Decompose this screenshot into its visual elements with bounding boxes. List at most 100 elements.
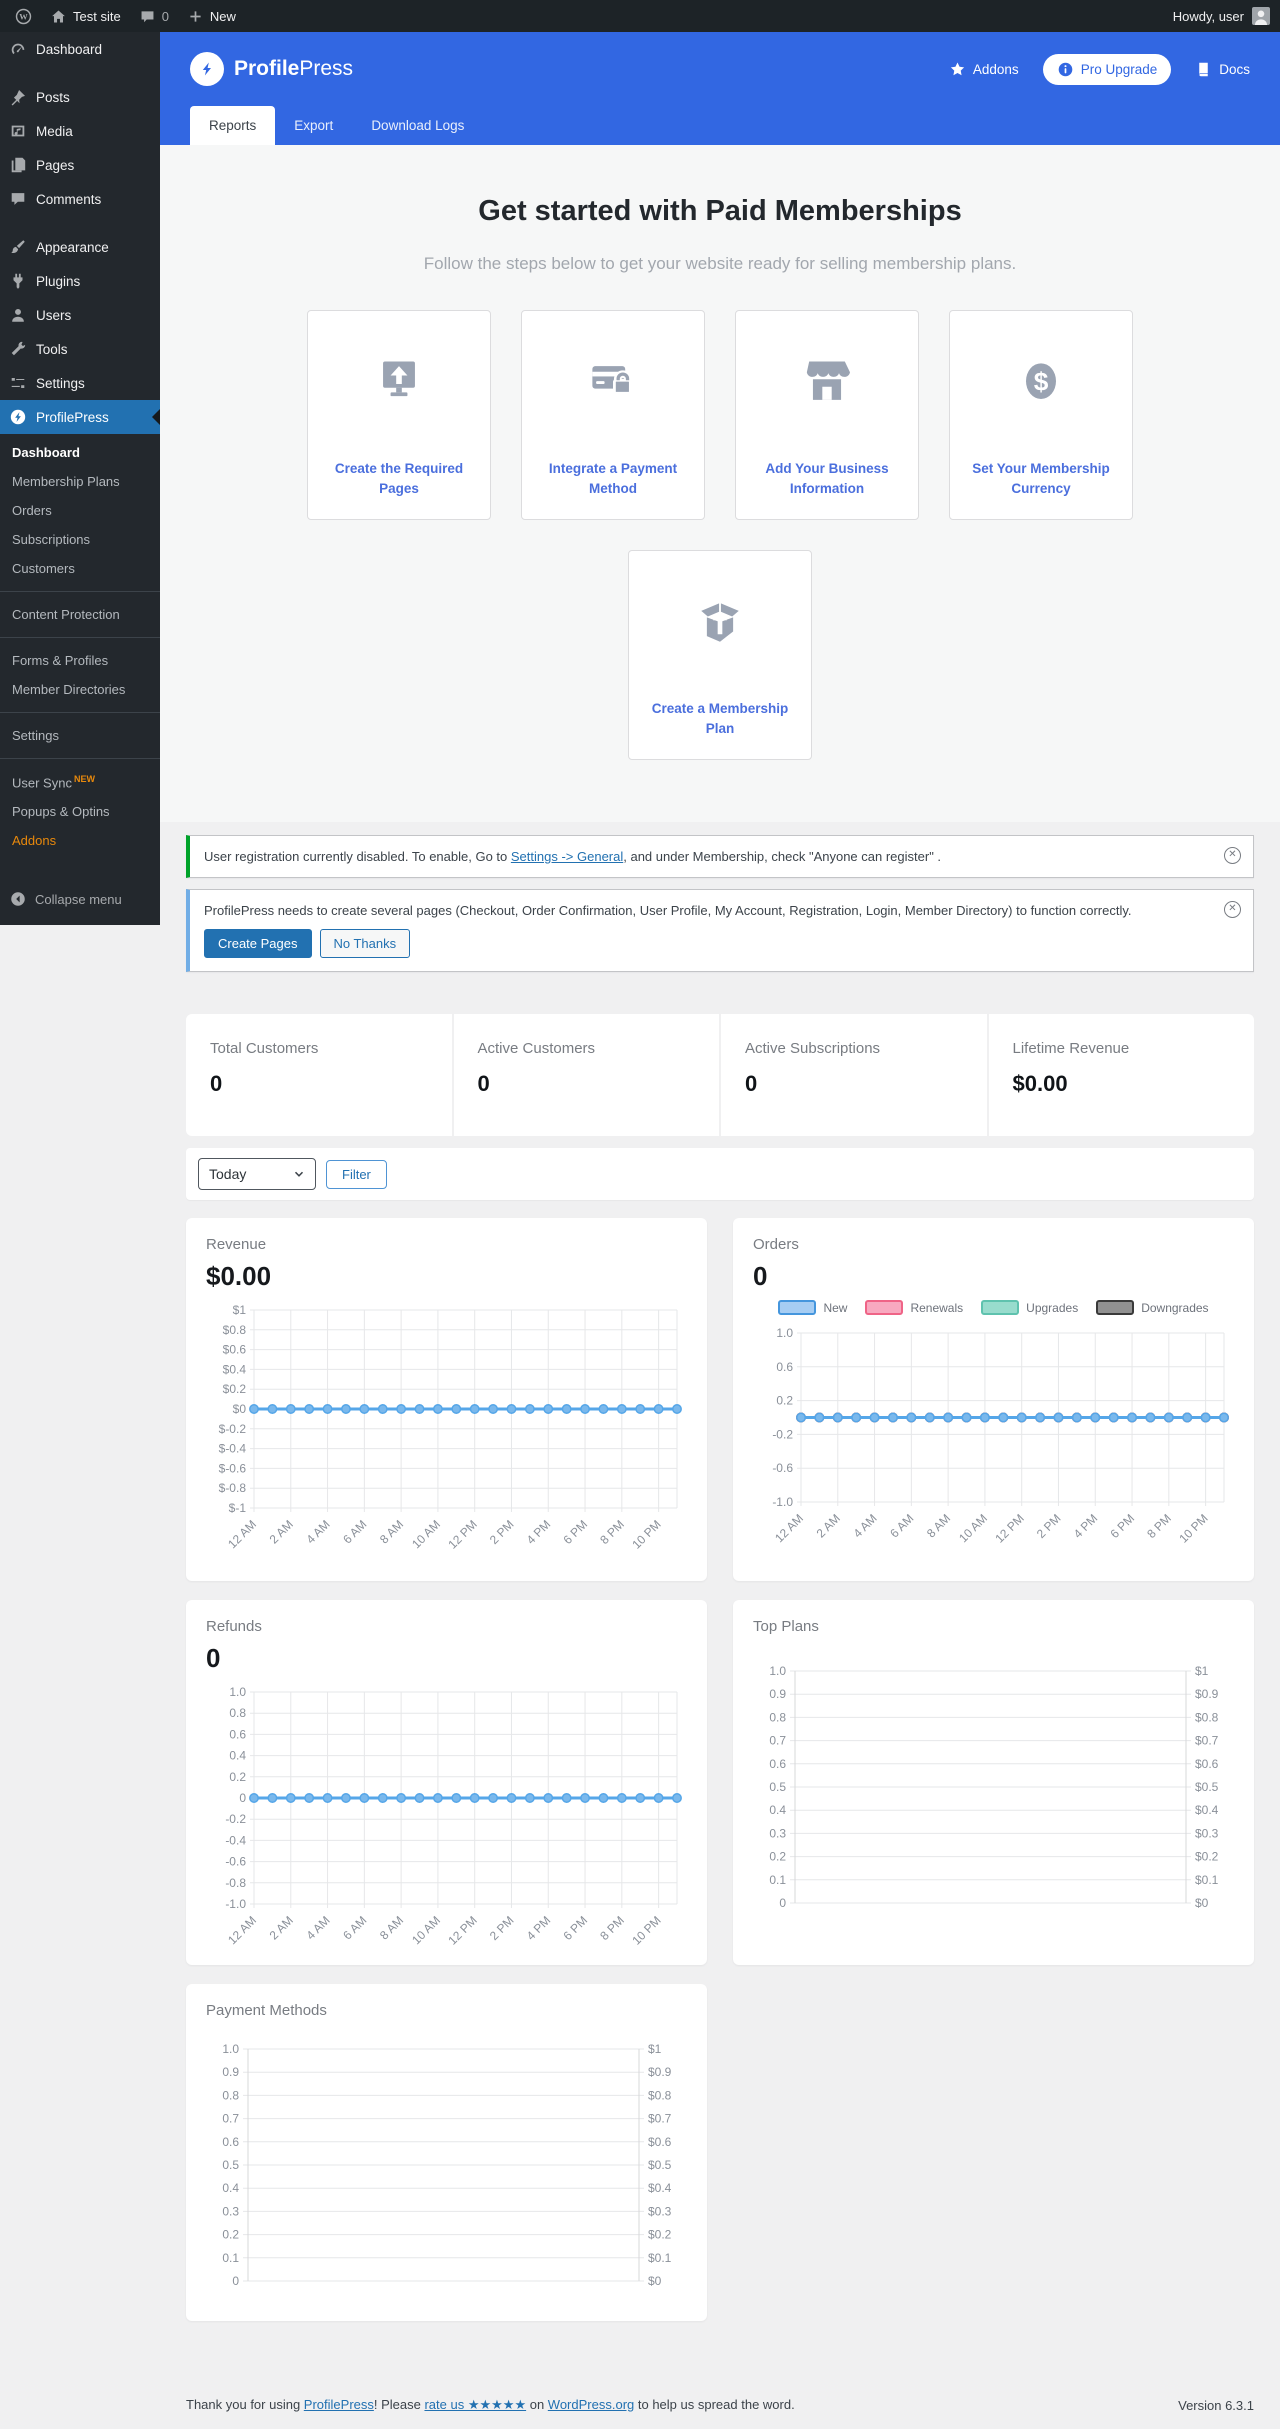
svg-text:8 PM: 8 PM <box>597 1913 627 1943</box>
collapse-menu-button[interactable]: Collapse menu <box>0 879 160 919</box>
svg-text:$0.1: $0.1 <box>1195 1873 1219 1887</box>
no-thanks-button[interactable]: No Thanks <box>319 929 411 958</box>
report-tabs: Reports Export Download Logs <box>190 106 1250 145</box>
star-icon <box>950 62 965 75</box>
home-icon <box>52 10 65 22</box>
orders-chart: 1.0 0.6 0.2 -0.2 -0.6 -1.0 12 AM 2 AM 4 AM 6 AM 8 … <box>772 1326 1229 1546</box>
open-box-icon <box>690 581 750 665</box>
svg-text:$0.4: $0.4 <box>223 1362 247 1376</box>
submenu-item-settings[interactable]: Settings <box>12 728 59 743</box>
svg-text:0.3: 0.3 <box>222 2204 239 2218</box>
svg-text:-0.2: -0.2 <box>225 1812 246 1826</box>
submenu-item-dashboard[interactable]: Dashboard <box>12 445 80 460</box>
tab-reports[interactable]: Reports <box>190 106 276 145</box>
page-subtitle: Follow the steps below to get your websi… <box>423 254 1017 273</box>
svg-text:W: W <box>19 11 28 21</box>
svg-text:4 PM: 4 PM <box>524 1913 554 1943</box>
settings-icon <box>9 374 27 392</box>
submenu-item-membership-plans[interactable]: Membership Plans <box>12 474 120 489</box>
wordpress-logo-icon[interactable]: W <box>6 0 41 32</box>
submenu-item-member-directories[interactable]: Member Directories <box>12 682 126 697</box>
submenu-item-subscriptions[interactable]: Subscriptions <box>12 532 91 547</box>
filter-button[interactable]: Filter <box>326 1159 387 1189</box>
card-set-membership-currency[interactable]: $ Set Your Membership Currency <box>949 310 1133 520</box>
dismiss-icon[interactable]: ✕ <box>1224 901 1241 918</box>
submenu-item-user-sync[interactable]: User Sync NEW <box>12 774 95 791</box>
svg-text:6 AM: 6 AM <box>340 1517 369 1546</box>
submenu-item-orders[interactable]: Orders <box>12 503 52 518</box>
info-circle-icon <box>1058 62 1072 76</box>
submenu-item-forms-profiles[interactable]: Forms & Profiles <box>12 653 109 668</box>
submenu-divider <box>0 637 160 638</box>
addons-link[interactable]: Addons <box>949 61 1019 78</box>
card-create-required-pages[interactable]: Create the Required Pages <box>307 310 491 520</box>
footer-thanks: Thank you for using ProfilePress! Please… <box>186 2397 795 2412</box>
svg-text:2 PM: 2 PM <box>1034 1511 1064 1541</box>
pro-upgrade-button[interactable]: Pro Upgrade <box>1042 53 1172 85</box>
sidebar-item-profilepress[interactable]: ProfilePress <box>0 400 160 434</box>
profilepress-header: ProfilePress Addons Pro Upgrade Docs <box>160 32 1280 145</box>
card-create-membership-plan[interactable]: Create a Membership Plan <box>628 550 812 760</box>
user-icon <box>9 306 27 324</box>
tab-export[interactable]: Export <box>294 118 334 133</box>
legend-new: New <box>778 1300 847 1315</box>
svg-text:4 AM: 4 AM <box>303 1517 332 1546</box>
submenu-item-popups-optins[interactable]: Popups & Optins <box>12 804 110 820</box>
svg-text:2 AM: 2 AM <box>267 1913 296 1942</box>
sidebar-item-pages[interactable]: Pages <box>0 148 160 182</box>
svg-text:2 AM: 2 AM <box>814 1511 843 1540</box>
sidebar-item-posts[interactable]: Posts <box>0 80 160 114</box>
howdy-user[interactable]: Howdy, user <box>1172 8 1244 24</box>
sidebar-item-label: Pages <box>36 157 75 173</box>
settings-general-link[interactable]: Settings -> General <box>510 849 624 864</box>
sidebar-item-tools[interactable]: Tools <box>0 332 160 366</box>
svg-text:6 PM: 6 PM <box>560 1517 590 1547</box>
svg-text:0.2: 0.2 <box>229 1770 246 1784</box>
sidebar-item-comments[interactable]: Comments <box>0 182 160 216</box>
submenu-item-customers[interactable]: Customers <box>12 561 75 576</box>
comments-shortcut[interactable]: 0 <box>130 0 178 32</box>
docs-link[interactable]: Docs <box>1195 61 1250 78</box>
tab-download-logs[interactable]: Download Logs <box>371 118 465 133</box>
rate-us-link[interactable]: rate us ★★★★★ <box>424 2397 527 2412</box>
svg-text:2 AM: 2 AM <box>267 1517 296 1546</box>
svg-text:0.2: 0.2 <box>776 1394 793 1408</box>
submenu-item-content-protection[interactable]: Content Protection <box>12 607 120 622</box>
svg-text:-1.0: -1.0 <box>225 1897 246 1911</box>
svg-text:$0.3: $0.3 <box>1195 1826 1219 1840</box>
svg-text:12 PM: 12 PM <box>445 1913 479 1947</box>
sidebar-item-plugins[interactable]: Plugins <box>0 264 160 298</box>
date-range-select[interactable]: Today <box>198 1158 316 1190</box>
collapse-arrow-icon <box>11 892 25 907</box>
card-integrate-payment-method[interactable]: Integrate a Payment Method <box>521 310 705 520</box>
avatar[interactable] <box>1252 7 1270 25</box>
svg-text:0.7: 0.7 <box>769 1734 786 1748</box>
svg-text:0.5: 0.5 <box>222 2158 239 2172</box>
new-content-button[interactable]: New <box>178 0 245 32</box>
wordpress-org-link[interactable]: WordPress.org <box>547 2397 635 2412</box>
submenu-item-addons[interactable]: Addons <box>12 833 57 849</box>
sidebar-item-dashboard[interactable]: Dashboard <box>0 32 160 66</box>
new-label: New <box>209 8 236 24</box>
svg-text:10 PM: 10 PM <box>1176 1511 1210 1545</box>
card-add-business-information[interactable]: Add Your Business Information <box>735 310 919 520</box>
version-label: Version 6.3.1 <box>1178 2398 1254 2413</box>
svg-text:2 PM: 2 PM <box>487 1913 517 1943</box>
svg-text:4 AM: 4 AM <box>303 1913 332 1942</box>
profilepress-logo-icon <box>190 52 224 86</box>
profilepress-brand[interactable]: ProfilePress <box>190 52 353 86</box>
brand-name: ProfilePress <box>234 57 354 80</box>
sidebar-item-users[interactable]: Users <box>0 298 160 332</box>
create-pages-button[interactable]: Create Pages <box>204 929 312 958</box>
legend-upgrades: Upgrades <box>981 1300 1078 1315</box>
sidebar-item-settings[interactable]: Settings <box>0 366 160 400</box>
svg-text:6 AM: 6 AM <box>887 1511 916 1540</box>
svg-text:$0.5: $0.5 <box>648 2158 672 2172</box>
profilepress-link[interactable]: ProfilePress <box>303 2397 374 2412</box>
dismiss-icon[interactable]: ✕ <box>1224 847 1241 864</box>
site-name-link[interactable]: Test site <box>41 0 130 32</box>
sidebar-item-media[interactable]: Media <box>0 114 160 148</box>
sidebar-item-appearance[interactable]: Appearance <box>0 230 160 264</box>
submenu-divider <box>0 591 160 592</box>
svg-text:0.8: 0.8 <box>229 1706 246 1720</box>
